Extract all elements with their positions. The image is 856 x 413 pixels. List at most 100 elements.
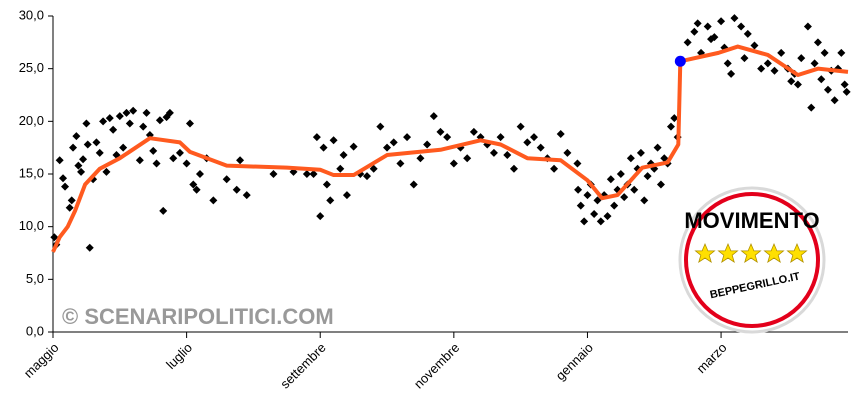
data-point: [55, 156, 64, 165]
data-point: [322, 180, 331, 189]
y-tick-label: 0,0: [26, 323, 44, 338]
data-point: [349, 142, 358, 151]
y-tick-label: 15,0: [19, 165, 44, 180]
data-point: [409, 180, 418, 189]
data-point: [85, 243, 94, 252]
data-point: [362, 172, 371, 181]
data-point: [606, 175, 615, 184]
data-point: [830, 96, 839, 105]
x-tick-label: novembre: [411, 340, 462, 391]
data-point: [316, 212, 325, 221]
data-point: [389, 138, 398, 147]
data-point: [536, 143, 545, 152]
data-point: [574, 185, 583, 194]
data-point: [209, 196, 218, 205]
data-point: [797, 54, 806, 63]
data-point: [660, 154, 669, 163]
data-point: [643, 172, 652, 181]
data-point: [185, 119, 194, 128]
data-point: [690, 27, 699, 36]
data-point: [509, 164, 518, 173]
watermark: © SCENARIPOLITICI.COM: [62, 304, 334, 329]
data-point: [842, 87, 851, 96]
data-point: [149, 146, 158, 155]
data-point: [95, 148, 104, 157]
highlight-point: [674, 55, 686, 67]
data-point: [793, 80, 802, 89]
y-tick-label: 20,0: [19, 113, 44, 128]
data-point: [192, 185, 201, 194]
data-point: [596, 217, 605, 226]
data-point: [403, 133, 412, 142]
data-point: [109, 125, 118, 134]
data-point: [743, 29, 752, 38]
data-point: [135, 156, 144, 165]
data-point: [102, 167, 111, 176]
data-point: [232, 185, 241, 194]
data-point: [703, 22, 712, 31]
data-point: [61, 182, 70, 191]
data-point: [516, 122, 525, 131]
data-point: [763, 59, 772, 68]
logo: MOVIMENTO BEPPEGRILLO.IT: [678, 186, 826, 334]
data-point: [302, 170, 311, 178]
data-point: [142, 108, 151, 117]
data-point: [83, 140, 92, 149]
data-point: [593, 196, 602, 205]
data-point: [550, 164, 559, 173]
data-point: [77, 167, 86, 176]
data-point: [670, 114, 679, 123]
data-point: [653, 143, 662, 152]
x-tick-label: gennaio: [553, 340, 596, 383]
data-point: [693, 19, 702, 28]
data-point: [810, 59, 819, 68]
data-point: [563, 148, 572, 157]
data-point: [443, 133, 452, 142]
y-tick-label: 25,0: [19, 60, 44, 75]
data-point: [787, 77, 796, 86]
plot: [50, 14, 851, 253]
data-point: [236, 156, 245, 165]
data-point: [576, 201, 585, 210]
data-point: [152, 159, 161, 168]
data-point: [740, 54, 749, 63]
data-point: [99, 117, 108, 126]
data-point: [823, 85, 832, 94]
x-tick-label: maggio: [21, 340, 62, 381]
data-point: [369, 164, 378, 173]
data-point: [125, 119, 134, 128]
data-point: [423, 140, 432, 149]
data-point: [683, 38, 692, 47]
data-point: [67, 196, 76, 205]
data-point: [72, 132, 81, 141]
data-point: [656, 180, 665, 189]
x-tick-label: marzo: [693, 340, 729, 376]
data-point: [429, 112, 438, 121]
data-point: [523, 138, 532, 147]
data-point: [115, 112, 124, 121]
data-point: [489, 148, 498, 157]
data-point: [820, 48, 829, 57]
data-point: [626, 154, 635, 163]
data-point: [189, 180, 198, 189]
data-point: [503, 151, 512, 160]
data-point: [396, 159, 405, 168]
data-point: [817, 75, 826, 84]
y-tick-label: 10,0: [19, 218, 44, 233]
data-point: [69, 143, 78, 152]
data-point: [155, 116, 164, 125]
data-point: [92, 138, 101, 147]
data-point: [750, 41, 759, 50]
data-point: [159, 206, 168, 215]
data-point: [342, 191, 351, 200]
data-point: [182, 159, 191, 168]
data-point: [82, 119, 91, 128]
data-point: [757, 64, 766, 73]
data-point: [710, 33, 719, 42]
data-point: [339, 151, 348, 160]
data-point: [195, 170, 204, 178]
data-point: [312, 133, 321, 142]
data-point: [449, 159, 458, 168]
data-point: [50, 233, 59, 242]
data-point: [573, 159, 582, 168]
